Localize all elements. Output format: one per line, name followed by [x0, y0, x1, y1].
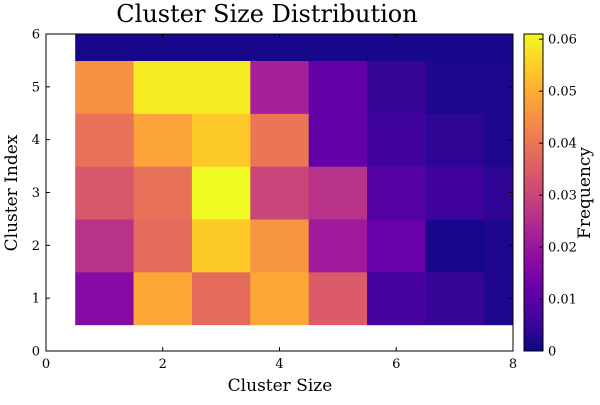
y-axis-label: Cluster Index [2, 134, 22, 251]
heatmap-cell [483, 166, 513, 220]
x-tick-label: 6 [392, 357, 400, 372]
y-tick-label: 6 [32, 28, 40, 43]
x-tick-label: 4 [275, 357, 283, 372]
heatmap-cell [250, 34, 310, 62]
colorbar-tick-label: 0 [548, 345, 556, 360]
colorbar-frame [523, 33, 544, 352]
heatmap-cell [75, 60, 135, 114]
y-tick-label: 1 [32, 292, 40, 307]
colorbar-tick-label: 0.06 [548, 33, 577, 48]
heatmap-cell [250, 218, 310, 273]
heatmap-cells [75, 34, 513, 326]
heatmap-cell [483, 218, 513, 273]
x-axis-label: Cluster Size [228, 376, 333, 396]
heatmap-cell [367, 60, 427, 114]
colorbar-tick-label: 0.04 [548, 137, 577, 152]
heatmap-cell [308, 113, 368, 167]
heatmap-cell [133, 166, 193, 220]
x-tick-label: 2 [159, 357, 167, 372]
heatmap-cell [75, 271, 135, 326]
heatmap-cell [133, 271, 193, 326]
colorbar-gradient [524, 34, 543, 351]
heatmap-cell [75, 34, 135, 62]
y-tick-label: 0 [32, 345, 40, 360]
colorbar-tick-label: 0.01 [548, 293, 577, 308]
heatmap-cell [191, 34, 251, 62]
heatmap-cell [75, 113, 135, 167]
heatmap-cell [191, 166, 251, 220]
heatmap-cell [250, 166, 310, 220]
y-tick-label: 2 [32, 239, 40, 254]
heatmap-cell [133, 60, 193, 114]
heatmap-cell [367, 271, 427, 326]
heatmap-cell [367, 34, 427, 62]
heatmap-cell [483, 34, 513, 62]
heatmap-cell [483, 271, 513, 326]
heatmap-cell [133, 34, 193, 62]
heatmap-cell [425, 113, 485, 167]
heatmap-cell [425, 271, 485, 326]
heatmap-cell [425, 218, 485, 273]
heatmap-cell [191, 271, 251, 326]
heatmap-cell [75, 218, 135, 273]
x-tick-label: 8 [509, 357, 517, 372]
heatmap-cell [308, 34, 368, 62]
x-axis: 0 2 4 6 8 [42, 34, 517, 372]
colorbar-label: Frequency [575, 147, 595, 239]
heatmap-cell [308, 60, 368, 114]
heatmap-cell [308, 166, 368, 220]
heatmap-cell [367, 218, 427, 273]
heatmap-cell [191, 113, 251, 167]
heatmap-cell [308, 271, 368, 326]
x-tick-label: 0 [42, 357, 50, 372]
heatmap-cell [75, 166, 135, 220]
colorbar: 0 0.01 0.02 0.03 0.04 0.05 0.06 Frequency [523, 33, 595, 360]
colorbar-ticks: 0 0.01 0.02 0.03 0.04 0.05 0.06 [539, 33, 577, 360]
heatmap-cell [250, 60, 310, 114]
heatmap-cell [425, 60, 485, 114]
chart-title: Cluster Size Distribution [116, 0, 417, 28]
heatmap-cell [308, 218, 368, 273]
heatmap-cell [425, 34, 485, 62]
heatmap-cell [133, 113, 193, 167]
heatmap-cell [483, 113, 513, 167]
y-tick-label: 3 [32, 186, 40, 201]
y-tick-label: 4 [32, 133, 40, 148]
heatmap-cell [367, 166, 427, 220]
colorbar-tick-label: 0.05 [548, 85, 577, 100]
colorbar-tick-label: 0.02 [548, 241, 577, 256]
colorbar-tick-label: 0.03 [548, 189, 577, 204]
y-axis: 0 1 2 3 4 5 6 [32, 28, 513, 360]
y-tick-label: 5 [32, 80, 40, 95]
heatmap-cell [191, 60, 251, 114]
heatmap-cell [191, 218, 251, 273]
heatmap-cell [250, 271, 310, 326]
heatmap-cell [425, 166, 485, 220]
heatmap-cell [250, 113, 310, 167]
heatmap-cell [483, 60, 513, 114]
heatmap-cell [367, 113, 427, 167]
heatmap-cell [133, 218, 193, 273]
